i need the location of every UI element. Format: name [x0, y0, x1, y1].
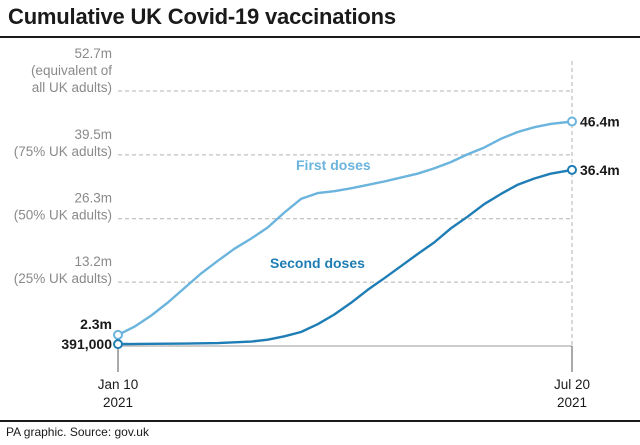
source-note: PA graphic. Source: gov.uk	[6, 425, 149, 439]
series-line	[116, 120, 574, 337]
series-name-label: First doses	[296, 157, 371, 173]
series-name-label: Second doses	[270, 255, 365, 271]
x-tick-label: Jan 10	[98, 377, 139, 392]
y-tick-label: all UK adults)	[32, 80, 112, 95]
series-end-label: 46.4m	[580, 113, 620, 129]
x-tick-label: Jul 20	[554, 377, 590, 392]
x-tick-year-label: 2021	[557, 395, 587, 410]
y-tick-label: 52.7m	[74, 46, 112, 61]
y-tick-label: 13.2m	[74, 254, 112, 269]
series-line	[116, 168, 574, 346]
series-start-label: 391,000	[61, 336, 112, 352]
series-lines	[116, 120, 574, 346]
y-tick-label: 39.5m	[74, 127, 112, 142]
series-start-label: 2.3m	[80, 316, 112, 332]
gridlines	[118, 61, 573, 352]
series-start-marker	[113, 339, 123, 350]
top-rule	[0, 36, 640, 38]
y-tick-label: (75% UK adults)	[14, 144, 112, 159]
y-tick-label: 26.3m	[74, 191, 112, 206]
series-end-marker	[567, 116, 577, 127]
series-start-marker	[113, 329, 123, 340]
y-tick-label: (50% UK adults)	[14, 208, 112, 223]
x-tick-year-label: 2021	[103, 395, 133, 410]
bottom-rule	[0, 420, 640, 422]
chart-title: Cumulative UK Covid-19 vaccinations	[8, 4, 396, 29]
y-tick-label: (25% UK adults)	[14, 271, 112, 286]
axes: 52.7m (equivalent of all UK adults) 39.5m (7…	[14, 46, 590, 410]
labels: 2.3m 46.4m First doses 391,000 36.4m Second d…	[61, 113, 619, 352]
series-end-marker	[567, 164, 577, 175]
y-tick-label: (equivalent of	[31, 63, 112, 78]
series-end-label: 36.4m	[580, 162, 620, 178]
